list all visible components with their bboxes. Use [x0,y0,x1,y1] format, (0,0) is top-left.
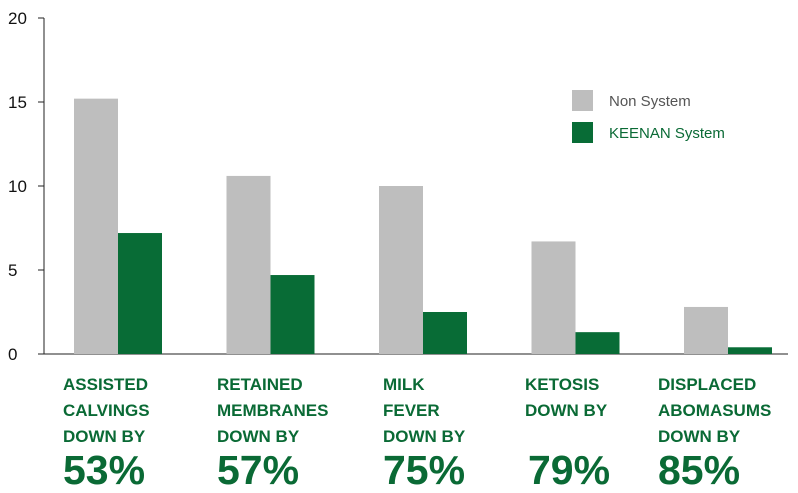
category-label-line: ASSISTED [63,375,149,394]
category-label-line: DOWN BY [658,427,741,446]
category-label-line: DOWN BY [217,427,300,446]
category-label-line: MILK [383,375,425,394]
bar-keenan-system [423,312,467,354]
category-label-line: FEVER [383,401,440,420]
legend-label-non-system: Non System [609,93,691,110]
reduction-percent: 57% [217,447,300,493]
category-label-line: DOWN BY [525,401,608,420]
category-label-line: ABOMASUMS [658,401,772,420]
category-label-line: KETOSIS [525,375,600,394]
legend-swatch-non-system [572,90,593,111]
bars [74,98,772,354]
y-tick-label: 20 [8,9,27,28]
bar-non-system [684,306,728,354]
y-tick-label: 15 [8,93,27,112]
y-tick-label: 5 [8,261,17,280]
category-label-line: DISPLACED [658,375,757,394]
reduction-percent: 85% [658,447,741,493]
bar-keenan-system [118,233,162,354]
category-label-line: MEMBRANES [217,401,329,420]
reduction-percent: 79% [528,447,611,493]
bar-keenan-system [270,275,315,354]
y-tick-label: 10 [8,177,27,196]
legend-label-keenan-system: KEENAN System [609,125,725,142]
legend: Non System KEENAN System [572,90,725,143]
category-label-line: CALVINGS [63,401,150,420]
bar-non-system [531,241,576,354]
bar-non-system [226,175,271,354]
bar-non-system [379,186,423,354]
category-label-ketosis: KETOSIS DOWN BY [525,372,675,424]
legend-swatch-keenan-system [572,122,593,143]
category-label-displaced-abomasums: DISPLACED ABOMASUMS DOWN BY [658,372,798,450]
y-axis: 0 5 10 15 20 [8,9,788,364]
category-label-line: DOWN BY [383,427,466,446]
bar-non-system [74,98,118,354]
bar-keenan-system [575,332,620,354]
bar-keenan-system [728,347,772,354]
category-label-line: DOWN BY [63,427,146,446]
category-label-line: RETAINED [217,375,303,394]
y-tick-label: 0 [8,345,17,364]
category-label-retained-membranes: RETAINED MEMBRANES DOWN BY [217,372,367,450]
reduction-percent: 53% [63,447,146,493]
reduction-percent: 75% [383,447,466,493]
category-label-assisted-calvings: ASSISTED CALVINGS DOWN BY [63,372,213,450]
category-label-milk-fever: MILK FEVER DOWN BY [383,372,533,450]
